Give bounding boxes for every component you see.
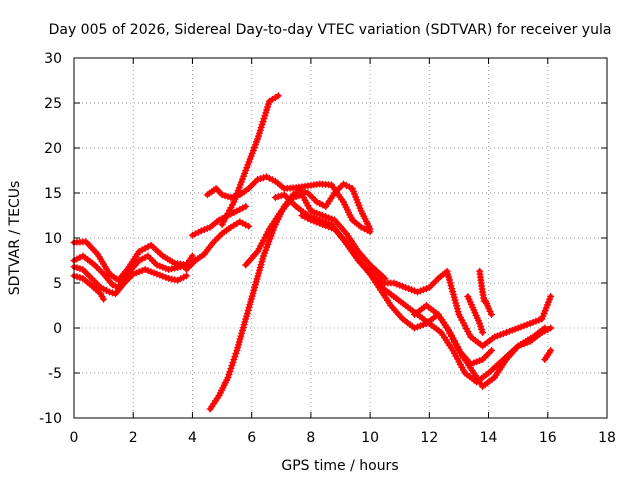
x-axis-label: GPS time / hours <box>281 458 398 474</box>
series-track-7 <box>203 173 374 236</box>
data-points <box>70 92 555 413</box>
x-tick-labels: 0 2 4 6 8 10 12 14 16 18 <box>70 430 616 446</box>
x-tick-label: 8 <box>306 430 315 446</box>
y-tick-label: 15 <box>44 186 62 202</box>
series-track-13 <box>366 266 555 350</box>
y-tick-label: -10 <box>39 411 62 427</box>
plus-markers <box>183 218 253 273</box>
series-track-18 <box>541 347 555 363</box>
series-track-10 <box>242 191 389 282</box>
plus-markers <box>476 267 488 305</box>
series-track-16 <box>476 267 488 305</box>
series-track-15 <box>464 293 487 336</box>
y-tick-labels: -10 -5 0 5 10 15 20 25 30 <box>39 51 62 427</box>
series-track-17 <box>482 297 495 318</box>
x-tick-label: 0 <box>70 430 79 446</box>
y-tick-label: 20 <box>44 141 62 157</box>
y-tick-label: -5 <box>48 366 62 382</box>
grid-lines <box>74 58 607 418</box>
x-tick-label: 2 <box>129 430 138 446</box>
plus-markers <box>242 191 389 282</box>
x-tick-label: 16 <box>539 430 557 446</box>
series-track-4 <box>70 272 108 303</box>
series-track-14 <box>411 302 555 390</box>
x-tick-label: 4 <box>188 430 197 446</box>
series-track-5 <box>183 218 253 273</box>
y-tick-label: 5 <box>53 276 62 292</box>
x-tick-label: 14 <box>480 430 498 446</box>
series-trace <box>207 181 373 412</box>
plus-markers <box>411 302 555 390</box>
plus-markers <box>541 347 555 363</box>
y-tick-label: 30 <box>44 51 62 67</box>
y-axis-label: SDTVAR / TECUs <box>7 181 23 296</box>
y-tick-label: 25 <box>44 96 62 112</box>
axis-ticks <box>73 57 608 419</box>
y-tick-label: 10 <box>44 231 62 247</box>
plus-markers <box>203 173 374 236</box>
plus-markers <box>218 92 282 228</box>
plus-markers <box>366 266 555 350</box>
y-tick-label: 0 <box>53 321 62 337</box>
chart-title: Day 005 of 2026, Sidereal Day-to-day VTE… <box>49 22 612 38</box>
plus-markers <box>464 293 487 336</box>
plus-markers <box>482 297 495 318</box>
series-track-8 <box>218 92 282 228</box>
x-tick-label: 12 <box>420 430 438 446</box>
x-tick-label: 6 <box>247 430 256 446</box>
x-tick-label: 18 <box>598 430 616 446</box>
x-tick-label: 10 <box>361 430 379 446</box>
